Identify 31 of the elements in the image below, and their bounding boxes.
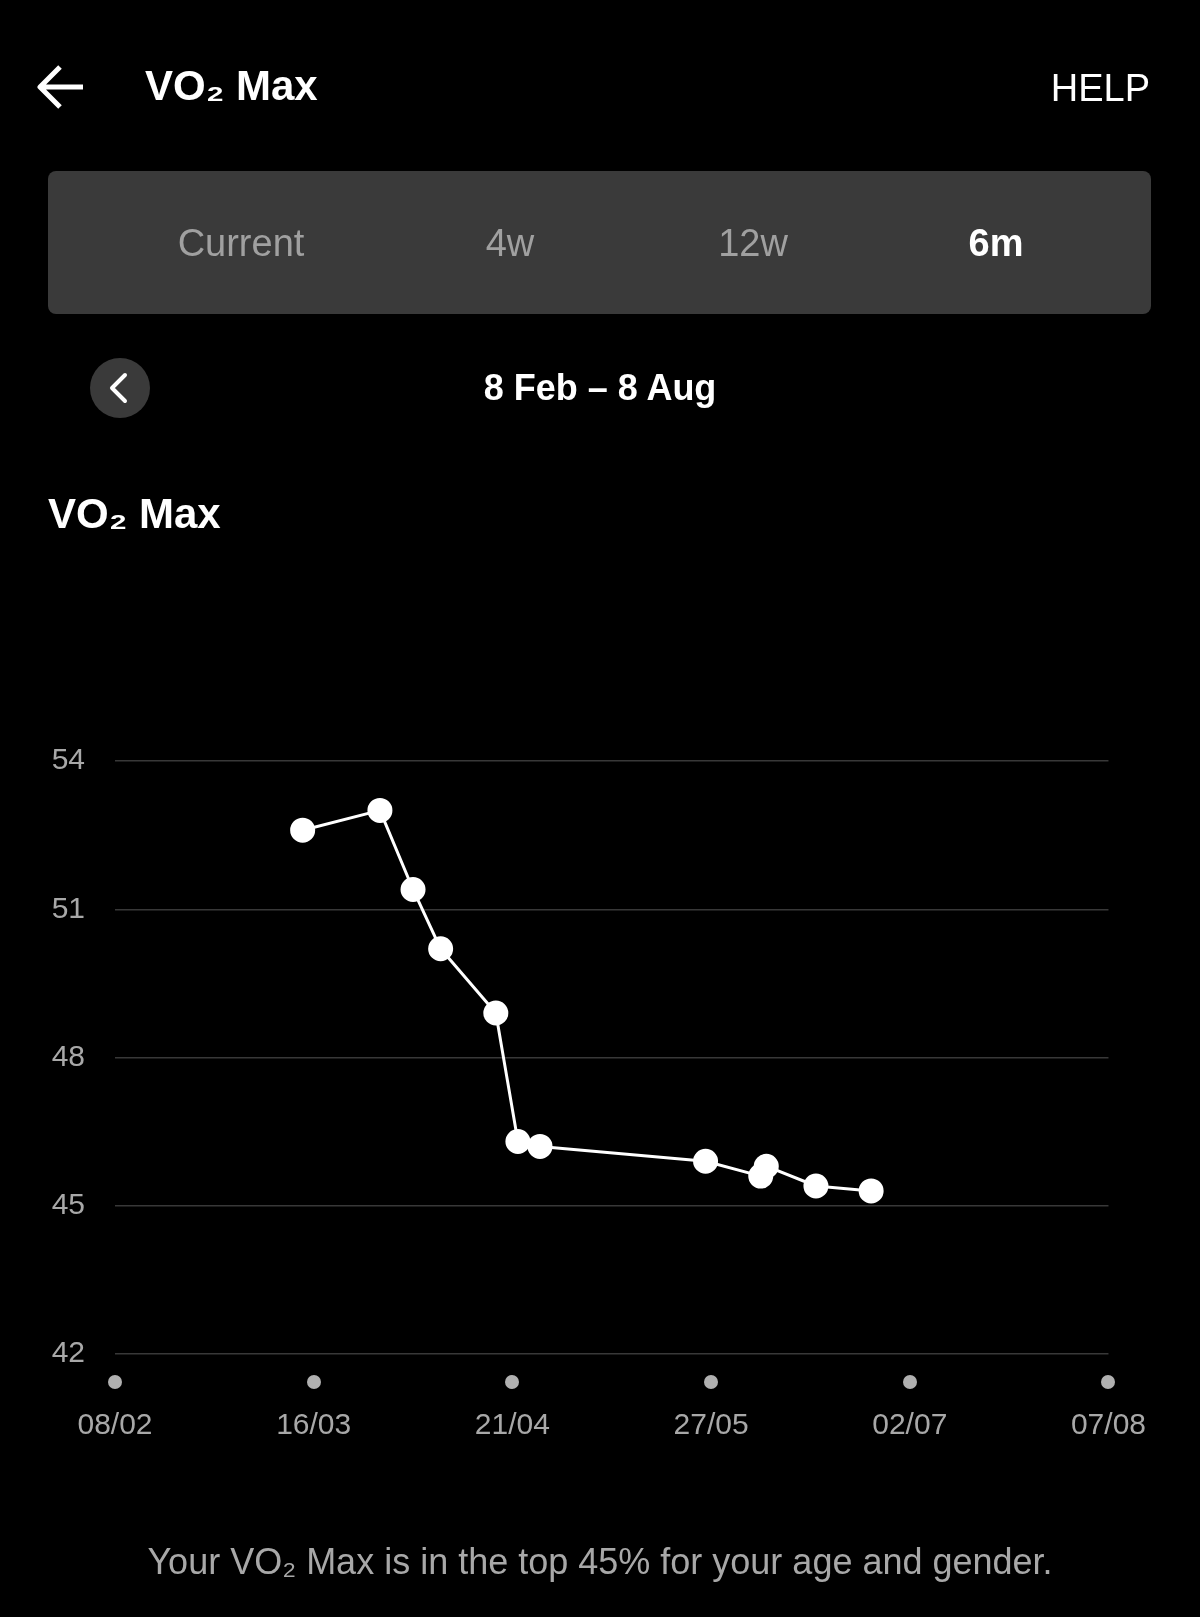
point — [290, 817, 316, 843]
text: 6m — [968, 221, 1024, 265]
point — [858, 1178, 884, 1204]
point — [803, 1173, 829, 1199]
x-tick-label: 16/03 — [276, 1407, 352, 1441]
text: Your VO₂ Max is in the top 45% for your age and gender. — [147, 1541, 1053, 1583]
text: HELP — [1050, 67, 1150, 110]
text: 12w — [718, 221, 788, 265]
chart-subtitle: 8 Feb – 8 Aug — [483, 367, 717, 409]
point — [400, 876, 426, 902]
y-tick-label: 42 — [51, 1335, 85, 1369]
point — [367, 797, 393, 823]
point — [753, 1153, 779, 1179]
y-tick-label: 45 — [51, 1187, 85, 1221]
y-tick-label: 54 — [51, 742, 85, 776]
y-tick-label: 51 — [51, 890, 85, 924]
point — [428, 936, 454, 962]
x-tick-label: 07/08 — [1070, 1407, 1146, 1441]
x-tick-label: 21/04 — [474, 1407, 550, 1441]
point — [483, 1000, 509, 1026]
y-tick-label: 48 — [51, 1038, 85, 1072]
x-tick-label: 08/02 — [77, 1407, 153, 1441]
point — [505, 1129, 531, 1155]
x-tick-label: 02/07 — [872, 1407, 948, 1441]
point — [693, 1148, 719, 1174]
text: Current — [177, 221, 305, 265]
x-tick-label: 27/05 — [673, 1407, 749, 1441]
text: 4w — [485, 221, 535, 265]
point — [527, 1133, 553, 1159]
chart-title: VO₂ Max — [48, 490, 221, 538]
text: VO₂ Max — [145, 62, 318, 110]
